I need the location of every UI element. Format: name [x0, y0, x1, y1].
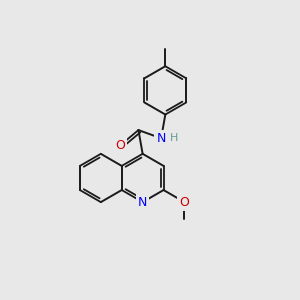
- Text: H: H: [170, 133, 178, 143]
- Text: O: O: [115, 139, 125, 152]
- Text: N: N: [138, 196, 147, 208]
- Text: N: N: [156, 132, 166, 145]
- Text: O: O: [179, 196, 189, 208]
